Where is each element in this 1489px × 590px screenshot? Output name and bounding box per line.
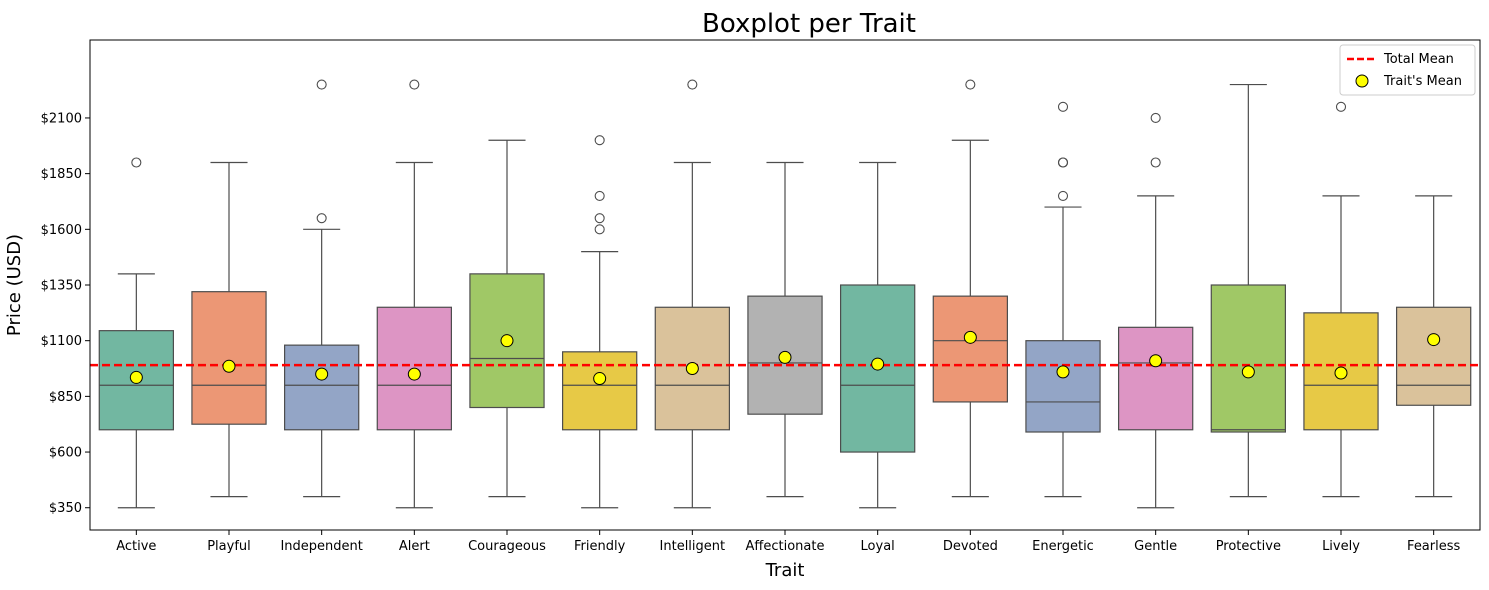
x-tick-label: Playful [207,539,251,554]
trait-mean-marker [407,367,421,381]
trait-mean-marker [685,362,699,376]
trait-mean-marker [1241,365,1255,379]
trait-mean-marker [778,350,792,364]
legend: Total Mean Trait's Mean [1339,44,1476,96]
trait-mean-marker [129,370,143,384]
trait-mean-marker [963,330,977,344]
outlier-point [409,79,420,90]
trait-mean-marker [315,367,329,381]
outlier-point [594,135,605,146]
y-tick-label: $1600 [41,223,82,238]
outlier-point [131,157,142,168]
trait-mean-marker [1149,354,1163,368]
outlier-point [965,79,976,90]
box-independent [284,344,360,431]
trait-mean-marker [1427,333,1441,347]
box-playful [191,291,267,425]
box-fearless [1395,306,1472,406]
legend-trait-mean-label: Trait's Mean [1383,74,1462,89]
outlier-point [1335,101,1347,112]
outlier-point [1057,101,1069,112]
trait-mean-marker [222,359,236,373]
outlier-point [687,79,698,90]
x-tick-label: Alert [399,539,430,554]
x-tick-label: Lively [1322,539,1360,554]
outlier-point [1057,190,1069,201]
plot-area: $350 $600 $850 $1100 $1350 $1600 $1850 $2100 Act… [41,79,1480,554]
box-gentle [1117,326,1194,431]
x-tick-label: Fearless [1407,539,1460,554]
y-tick-label: $1100 [41,334,82,349]
trait-mean-marker [593,372,607,386]
y-tick-label: $2100 [41,111,82,126]
trait-mean-marker [1056,365,1070,379]
x-tick-label: Independent [280,539,362,554]
outlier-point [1150,157,1161,168]
trait-mean-marker [500,334,514,348]
x-tick-label: Protective [1216,539,1281,554]
outlier-point [594,190,605,201]
box-friendly [561,351,638,431]
x-tick-label: Devoted [943,539,998,554]
legend-total-mean-label: Total Mean [1383,52,1454,67]
x-tick-label: Intelligent [660,539,726,554]
trait-mean-marker [871,357,885,371]
y-tick-label: $350 [49,501,82,516]
x-tick-label: Gentle [1134,539,1177,554]
outlier-point [594,224,605,235]
legend-trait-mean-swatch [1355,74,1369,88]
plot-frame [89,39,1481,531]
outlier-point [316,213,327,224]
trait-mean-marker [1334,366,1348,380]
x-tick-label: Courageous [468,539,546,554]
outlier-point [1057,157,1069,168]
box-devoted [932,295,1008,403]
y-tick-label: $600 [49,446,82,461]
x-tick-label: Friendly [574,539,626,554]
x-tick-label: Loyal [861,539,895,554]
y-tick-label: $1350 [41,279,82,294]
y-tick-label: $850 [49,390,82,405]
outlier-point [1150,112,1161,124]
x-tick-label: Affectionate [746,539,825,554]
legend-frame [1339,44,1476,96]
chart-title: Boxplot per Trait [702,9,916,39]
box-energetic [1025,340,1101,433]
x-tick-label: Energetic [1032,539,1094,554]
y-tick-label: $1850 [41,167,82,182]
x-axis-title: Trait [765,560,805,581]
y-axis-title: Price (USD) [4,234,25,336]
outlier-point [594,213,605,224]
box-protective [1210,284,1287,433]
x-tick-label: Active [116,539,156,554]
outlier-point [316,79,327,90]
